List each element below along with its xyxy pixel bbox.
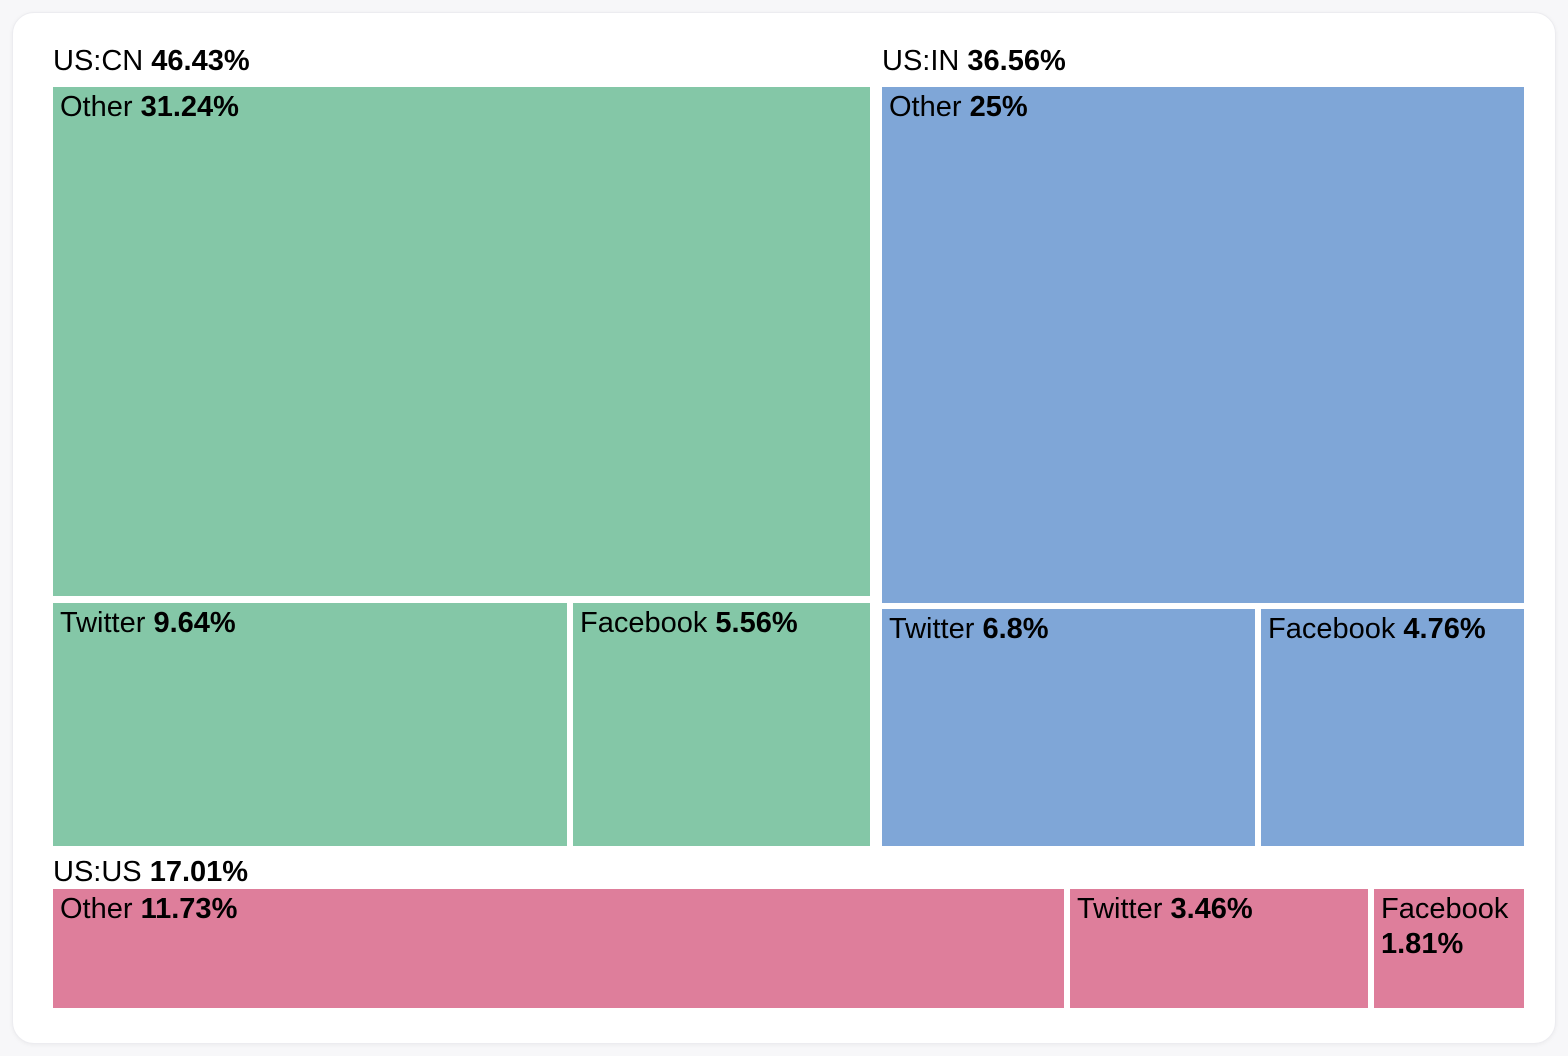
cell-name: Other [60,893,133,925]
cell-label: Other 11.73% [60,892,1057,927]
cell-percent: 3.46% [1170,893,1253,925]
group-percent: 46.43% [151,45,250,77]
treemap-cell-us-in-twitter[interactable]: Twitter 6.8% [882,609,1255,846]
group-name: US:CN [53,45,144,77]
cell-percent: 4.76% [1403,613,1486,645]
cell-percent: 31.24% [140,91,239,123]
treemap-card: US:CN 46.43% Other 31.24% Twitter 9.64% … [12,12,1556,1044]
treemap-cell-us-us-facebook[interactable]: Facebook 1.81% [1374,889,1524,1008]
cell-label: Twitter 9.64% [60,606,560,641]
group-label-us-cn: US:CN 46.43% [53,44,250,78]
cell-label: Other 31.24% [60,90,863,125]
cell-name: Other [60,91,133,123]
group-name: US:US [53,856,142,888]
treemap-cell-us-cn-facebook[interactable]: Facebook 5.56% [573,603,870,846]
cell-percent: 9.64% [153,607,236,639]
group-name: US:IN [882,45,960,77]
cell-label: Twitter 6.8% [889,612,1248,647]
cell-name: Twitter [1077,893,1163,925]
treemap-cell-us-cn-other[interactable]: Other 31.24% [53,87,870,596]
group-label-us-in: US:IN 36.56% [882,44,1066,78]
cell-percent: 1.81% [1381,928,1464,960]
cell-label: Facebook 5.56% [580,606,863,641]
cell-name: Twitter [889,613,975,645]
cell-label: Facebook 1.81% [1381,892,1517,962]
treemap-cell-us-us-twitter[interactable]: Twitter 3.46% [1070,889,1368,1008]
cell-label: Other 25% [889,90,1517,125]
cell-percent: 11.73% [140,893,238,925]
cell-name: Facebook [1381,893,1509,925]
treemap-cell-us-cn-twitter[interactable]: Twitter 9.64% [53,603,567,846]
group-label-us-us: US:US 17.01% [53,855,248,889]
treemap-cell-us-us-other[interactable]: Other 11.73% [53,889,1064,1008]
cell-percent: 25% [969,91,1028,123]
cell-percent: 5.56% [715,607,798,639]
cell-percent: 6.8% [982,613,1049,645]
cell-name: Twitter [60,607,146,639]
treemap-cell-us-in-facebook[interactable]: Facebook 4.76% [1261,609,1524,846]
cell-name: Facebook [580,607,708,639]
group-percent: 36.56% [967,45,1066,77]
cell-name: Other [889,91,962,123]
cell-label: Twitter 3.46% [1077,892,1361,927]
cell-label: Facebook 4.76% [1268,612,1517,647]
treemap-cell-us-in-other[interactable]: Other 25% [882,87,1524,603]
cell-name: Facebook [1268,613,1396,645]
group-percent: 17.01% [149,856,249,888]
